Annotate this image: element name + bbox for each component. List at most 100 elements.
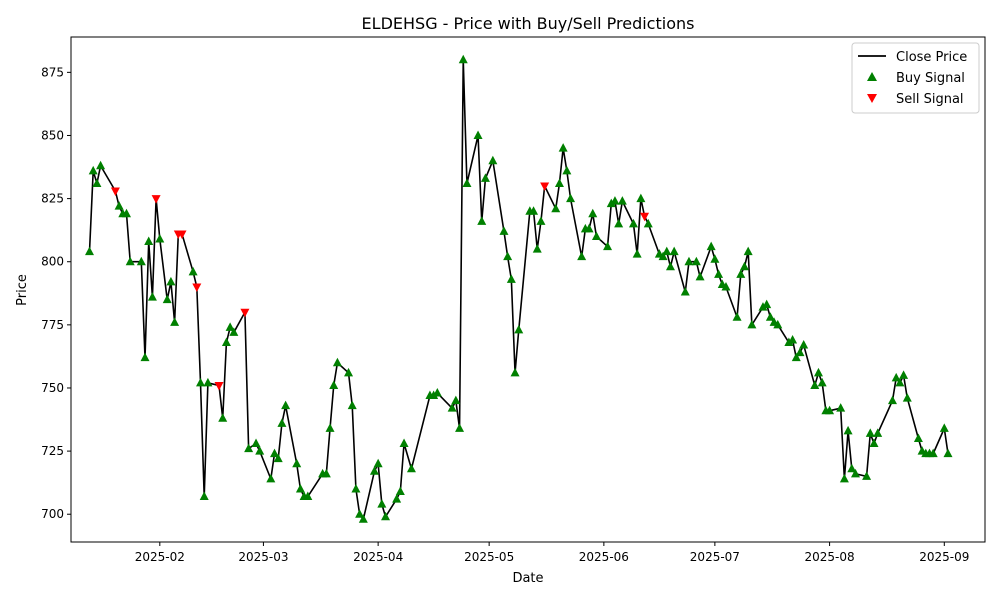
buy-signal-marker bbox=[251, 438, 261, 448]
buy-signal-marker bbox=[762, 299, 772, 309]
buy-signal-marker bbox=[514, 324, 524, 334]
buy-signal-marker bbox=[584, 223, 594, 233]
buy-signal-marker bbox=[566, 193, 576, 203]
buy-signal-marker bbox=[758, 302, 768, 311]
buy-signal-marker bbox=[429, 390, 439, 400]
buy-signal-marker bbox=[554, 178, 564, 187]
buy-signal-marker bbox=[462, 178, 472, 187]
buy-signal-marker bbox=[588, 208, 598, 218]
buy-signal-marker bbox=[347, 400, 357, 410]
y-axis-title: Price bbox=[15, 274, 30, 306]
buy-signal-marker bbox=[162, 294, 172, 304]
x-tick-label: 2025-08 bbox=[805, 550, 855, 564]
plot-content bbox=[85, 54, 953, 523]
buy-signal-marker bbox=[739, 261, 749, 271]
buy-signal-marker bbox=[795, 347, 805, 357]
buy-signal-marker bbox=[458, 54, 468, 64]
buy-signal-marker bbox=[643, 218, 653, 228]
buy-signal-marker bbox=[810, 380, 820, 389]
buy-signal-marker bbox=[628, 218, 638, 228]
buy-signal-marker bbox=[895, 377, 905, 387]
buy-signal-marker bbox=[765, 312, 775, 321]
buy-signal-marker bbox=[939, 423, 949, 432]
buy-signal-marker bbox=[558, 143, 568, 152]
buy-signal-marker bbox=[710, 254, 720, 263]
buy-signal-marker bbox=[529, 206, 539, 215]
x-tick-label: 2025-05 bbox=[464, 550, 514, 564]
buy-signal-marker bbox=[321, 468, 331, 478]
buy-signal-marker bbox=[562, 165, 572, 175]
buy-signal-marker bbox=[658, 251, 668, 261]
buy-signal-marker bbox=[480, 173, 490, 182]
buy-signal-marker bbox=[825, 405, 835, 415]
legend-label-close: Close Price bbox=[896, 50, 967, 65]
x-axis-title: Date bbox=[512, 571, 543, 586]
sell-signal-marker bbox=[640, 212, 650, 222]
buy-signal-marker bbox=[92, 178, 102, 187]
buy-signal-marker bbox=[732, 312, 742, 321]
x-tick-label: 2025-09 bbox=[919, 550, 969, 564]
buy-signal-marker bbox=[406, 463, 416, 473]
buy-signal-marker bbox=[773, 319, 783, 329]
y-axis: 700 725 750 775 800 825 850 875 bbox=[41, 65, 71, 521]
y-tick-label: 725 bbox=[41, 444, 64, 458]
y-tick-label: 825 bbox=[41, 192, 64, 206]
x-tick-label: 2025-02 bbox=[135, 550, 185, 564]
sell-signal-marker bbox=[177, 230, 187, 239]
buy-signal-marker bbox=[355, 509, 365, 518]
buy-signal-marker bbox=[395, 486, 405, 495]
buy-signal-marker bbox=[891, 372, 901, 382]
buy-signal-marker bbox=[788, 335, 798, 344]
legend: Close Price Buy Signal Sell Signal bbox=[851, 42, 980, 114]
chart-title: ELDEHSG - Price with Buy/Sell Prediction… bbox=[362, 14, 695, 33]
buy-signal-marker bbox=[166, 276, 176, 286]
buy-signal-marker bbox=[392, 494, 402, 503]
buy-signal-marker bbox=[155, 234, 165, 243]
buy-signal-marker bbox=[218, 413, 228, 422]
buy-signal-marker bbox=[273, 453, 283, 463]
buy-signal-marker bbox=[170, 317, 180, 326]
legend-label-buy: Buy Signal bbox=[896, 71, 965, 86]
buy-signal-marker bbox=[791, 352, 801, 362]
plot-frame bbox=[70, 36, 986, 543]
y-tick-label: 875 bbox=[41, 65, 64, 79]
buy-signal-marker bbox=[229, 327, 239, 336]
buy-signal-marker bbox=[455, 423, 465, 432]
buy-signal-marker bbox=[225, 322, 235, 331]
buy-signal-marker bbox=[255, 446, 265, 455]
buy-signal-marker bbox=[295, 483, 305, 493]
buy-signal-marker bbox=[196, 377, 206, 387]
buy-signal-marker bbox=[836, 403, 846, 412]
buy-signal-marker bbox=[147, 292, 157, 301]
sell-signal-marker bbox=[540, 182, 550, 191]
buy-signal-marker bbox=[477, 216, 487, 225]
y-tick-label: 700 bbox=[41, 507, 64, 521]
buy-signal-marker bbox=[447, 403, 457, 412]
buy-signal-marker bbox=[817, 377, 827, 387]
sell-signal-marker bbox=[110, 187, 120, 197]
buy-signal-marker bbox=[743, 246, 753, 256]
legend-sell-marker bbox=[867, 94, 877, 103]
buy-signal-marker bbox=[488, 155, 498, 165]
x-tick-label: 2025-06 bbox=[579, 550, 629, 564]
buy-signal-marker bbox=[928, 448, 938, 458]
x-tick-label: 2025-07 bbox=[690, 550, 740, 564]
buy-signal-marker bbox=[869, 438, 879, 448]
buy-signal-marker bbox=[221, 337, 231, 347]
buy-signal-marker bbox=[636, 193, 646, 203]
sell-signal-marker bbox=[151, 195, 161, 204]
buy-signal-marker bbox=[887, 395, 897, 405]
buy-signal-marker bbox=[122, 208, 132, 218]
buy-signal-marker bbox=[532, 244, 542, 253]
buy-signal-marker bbox=[662, 246, 672, 256]
buy-signal-marker bbox=[377, 499, 387, 508]
buy-signal-marker bbox=[325, 423, 335, 432]
buy-signal-marker bbox=[203, 377, 213, 387]
buy-signal-marker bbox=[451, 395, 461, 405]
buy-signal-marker bbox=[784, 337, 794, 347]
buy-signal-marker bbox=[329, 380, 339, 389]
buy-signal-marker bbox=[577, 251, 587, 261]
buy-signal-marker bbox=[499, 226, 509, 235]
buy-signal-marker bbox=[606, 198, 616, 208]
